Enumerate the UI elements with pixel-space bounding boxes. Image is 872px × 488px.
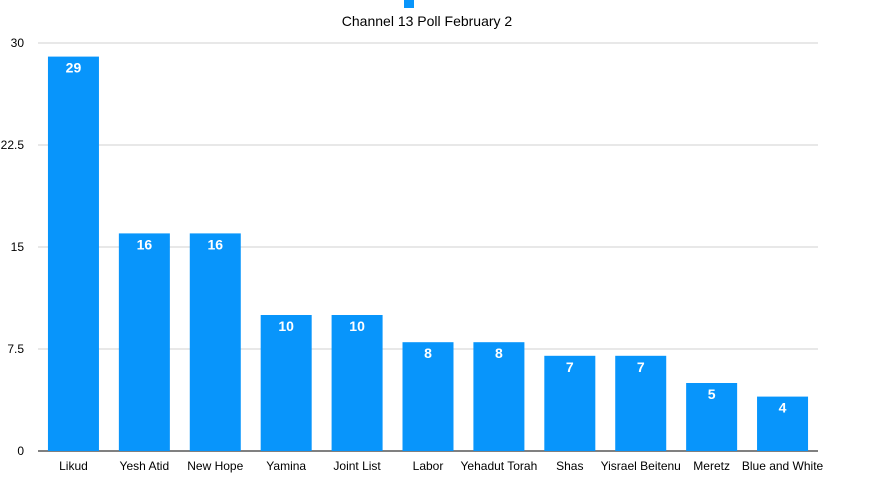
x-tick-label: Shas: [556, 459, 583, 473]
data-label: 16: [207, 236, 223, 252]
bar: [615, 355, 667, 451]
bar: [473, 342, 525, 451]
data-label: 8: [495, 345, 503, 361]
data-label: 8: [424, 345, 432, 361]
x-tick-label: Yisrael Beitenu: [601, 459, 681, 473]
chart-title: Channel 13 Poll February 2: [342, 13, 513, 29]
x-tick-label: Likud: [59, 459, 88, 473]
x-tick-label: Joint List: [333, 459, 381, 473]
legend: [404, 0, 414, 8]
bar: [402, 342, 454, 451]
x-tick-label: Yesh Atid: [120, 459, 170, 473]
data-label: 10: [278, 318, 294, 334]
bar: [47, 56, 99, 451]
bar: [331, 315, 383, 451]
y-tick-label: 7.5: [7, 342, 24, 356]
data-label: 7: [566, 359, 574, 375]
labels: 0 7.5 15 22.5 30 29 Likud 16 Yesh Atid 16 New Hope…: [1, 36, 824, 473]
y-tick-label: 22.5: [1, 138, 25, 152]
data-label: 29: [66, 60, 82, 76]
bar: [118, 233, 170, 451]
bar: [686, 383, 738, 451]
data-label: 5: [708, 386, 716, 402]
x-tick-label: Labor: [413, 459, 444, 473]
bar: [189, 233, 241, 451]
x-tick-label: Yehadut Torah: [461, 459, 538, 473]
bar: [544, 355, 596, 451]
y-tick-label: 0: [17, 444, 24, 458]
bar: [757, 396, 809, 451]
y-tick-label: 15: [11, 240, 25, 254]
x-tick-label: Blue and White: [742, 459, 824, 473]
legend-swatch: [404, 0, 414, 8]
y-tick-label: 30: [11, 36, 25, 50]
data-label: 7: [637, 359, 645, 375]
data-label: 4: [779, 400, 787, 416]
bar: [260, 315, 312, 451]
data-label: 16: [137, 236, 153, 252]
data-label: 10: [349, 318, 365, 334]
x-tick-label: Meretz: [693, 459, 730, 473]
x-tick-label: New Hope: [187, 459, 243, 473]
bars: [47, 56, 809, 451]
x-tick-label: Yamina: [266, 459, 306, 473]
